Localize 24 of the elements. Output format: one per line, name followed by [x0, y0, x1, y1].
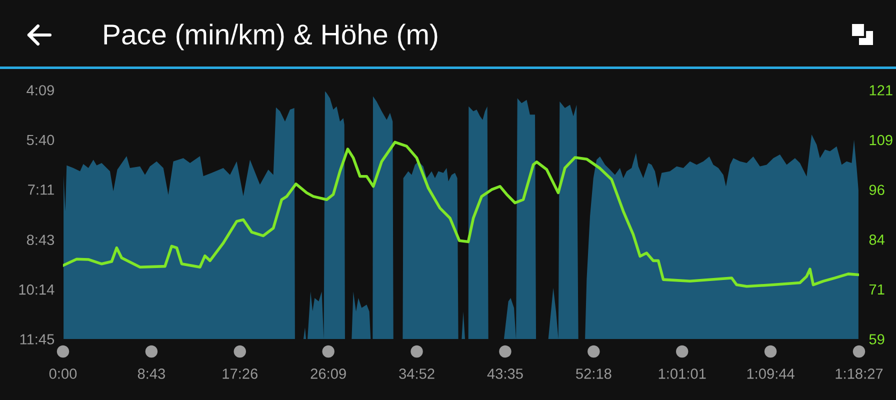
x-tick-label: 52:18 — [576, 368, 612, 379]
x-tick-label: 26:09 — [310, 368, 346, 379]
x-tick-label: 34:52 — [399, 368, 434, 379]
y2-tick-label: 109 — [870, 134, 892, 146]
y2-tick-label: 121 — [870, 85, 892, 96]
y2-tick-label: 59 — [869, 334, 884, 344]
x-tick-label: 1:09:44 — [747, 368, 794, 379]
x-tick-label: 8:43 — [138, 368, 165, 379]
x-tick-label: 43:35 — [487, 368, 523, 379]
x-tick-label: 1:01:01 — [658, 368, 706, 379]
y2-tick-label: 96 — [869, 184, 884, 196]
y-tick-label: 10:14 — [19, 284, 54, 295]
x-tick-label: 17:26 — [222, 368, 258, 379]
x-tick-label: 0:00 — [49, 368, 77, 379]
y-tick-label: 7:11 — [28, 184, 54, 195]
chart-title: Pace (min/km) & Höhe (m) — [104, 24, 438, 50]
x-tick-label: 1:18:27 — [836, 368, 883, 379]
y-tick-label: 5:40 — [26, 134, 54, 146]
y-tick-label: 4:09 — [26, 85, 54, 96]
y-tick-label: 11:45 — [20, 334, 54, 344]
y-tick-label: 8:43 — [26, 234, 54, 246]
y2-tick-label: 84 — [869, 234, 885, 245]
y2-tick-label: 71 — [869, 284, 884, 294]
line-series — [63, 140, 859, 288]
